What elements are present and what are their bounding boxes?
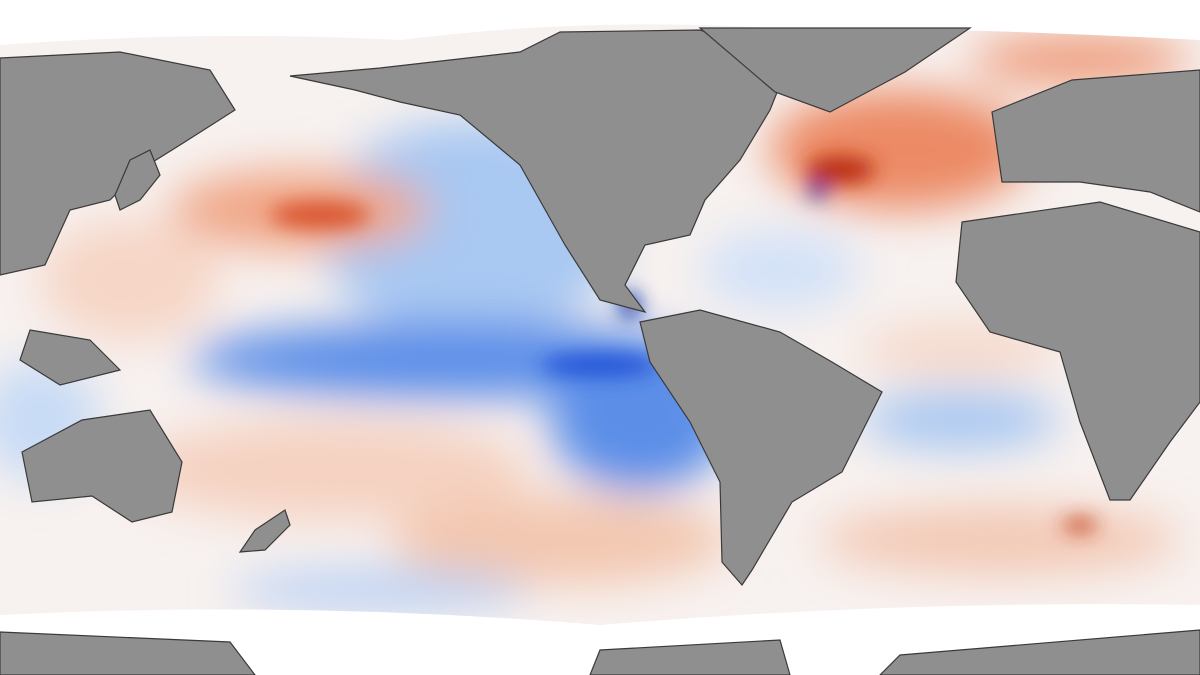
polar-ice (0, 0, 1200, 45)
landmasses (0, 27, 1200, 675)
europe (991, 69, 1200, 213)
north-america (289, 29, 791, 314)
antarctica (0, 631, 256, 675)
cool-anomaly (860, 390, 1060, 450)
warm-anomaly (390, 495, 730, 585)
cool-anomaly (540, 353, 660, 377)
warm-anomaly (970, 35, 1190, 85)
africa (955, 201, 1200, 501)
warm-anomaly (1062, 519, 1098, 531)
warm-anomaly (820, 505, 1180, 575)
new-zealand (238, 509, 291, 553)
warm-anomaly (130, 420, 530, 520)
antarctica (879, 629, 1200, 675)
greenland (698, 27, 972, 113)
australia (21, 409, 183, 523)
maritime-continent (19, 329, 122, 386)
cool-anomaly (700, 230, 860, 310)
warm-anomaly (805, 156, 875, 184)
cool-anomaly (808, 182, 828, 198)
warm-anomaly (40, 220, 220, 340)
cool-anomaly (230, 570, 530, 610)
warm-anomaly (270, 201, 370, 229)
south-america (639, 309, 883, 586)
japan (114, 149, 161, 211)
antarctica (589, 639, 791, 675)
